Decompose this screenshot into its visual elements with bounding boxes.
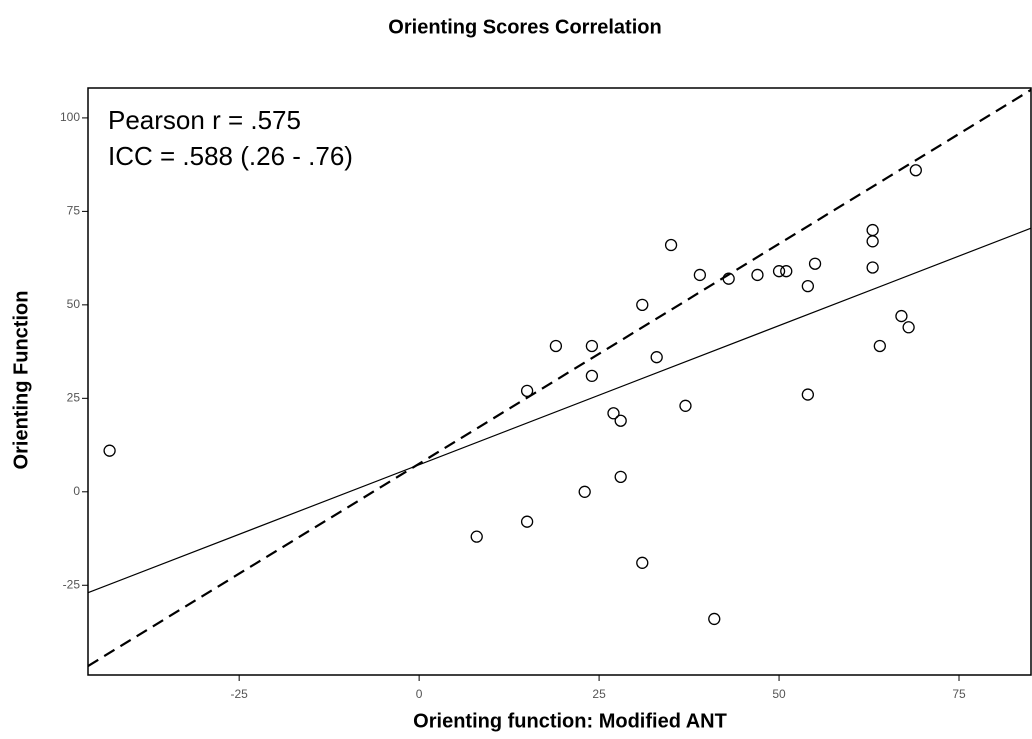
point <box>873 339 886 353</box>
point <box>614 470 627 483</box>
x-tick-label: -25 <box>230 687 248 701</box>
chart-title: Orienting Scores Correlation <box>388 16 661 38</box>
point <box>866 223 879 237</box>
y-tick-label: -25 <box>63 577 81 591</box>
point <box>801 280 814 293</box>
point <box>664 238 678 252</box>
point <box>722 272 735 285</box>
y-tick-label: 25 <box>67 390 81 404</box>
point <box>520 384 534 397</box>
y-tick-label: 0 <box>73 484 80 498</box>
point <box>801 388 814 401</box>
x-tick-label: 75 <box>952 687 966 701</box>
point <box>708 612 721 626</box>
point <box>772 265 786 278</box>
point <box>585 369 599 383</box>
point <box>614 414 627 427</box>
x-tick-label: 25 <box>592 687 606 701</box>
point <box>578 485 591 498</box>
y-tick-label: 50 <box>67 297 81 311</box>
point <box>902 321 915 334</box>
point <box>751 268 764 282</box>
point <box>585 339 599 353</box>
fit-line <box>87 227 1032 594</box>
point <box>679 399 692 412</box>
plot-frame <box>87 87 1032 676</box>
point <box>895 309 908 323</box>
y-axis-label: Orienting Function <box>10 291 32 470</box>
point <box>103 444 116 457</box>
annotation: Pearson r = .575 <box>108 105 301 135</box>
point <box>607 407 620 420</box>
annotation: ICC = .588 (.26 - .76) <box>108 141 353 171</box>
point <box>520 515 534 528</box>
y-tick-label: 100 <box>60 110 80 124</box>
point <box>808 257 822 270</box>
x-tick-label: 0 <box>416 687 423 701</box>
point <box>693 268 707 282</box>
point <box>909 164 922 177</box>
fit-line <box>87 88 1032 667</box>
x-tick-label: 50 <box>772 687 786 701</box>
point <box>470 530 483 543</box>
point <box>866 261 879 274</box>
point <box>866 235 879 248</box>
point <box>636 298 649 312</box>
point <box>549 339 563 353</box>
x-axis-label: Orienting function: Modified ANT <box>413 710 727 732</box>
y-tick-label: 75 <box>67 204 81 218</box>
point <box>636 556 649 569</box>
point <box>650 351 663 364</box>
point <box>780 265 793 278</box>
